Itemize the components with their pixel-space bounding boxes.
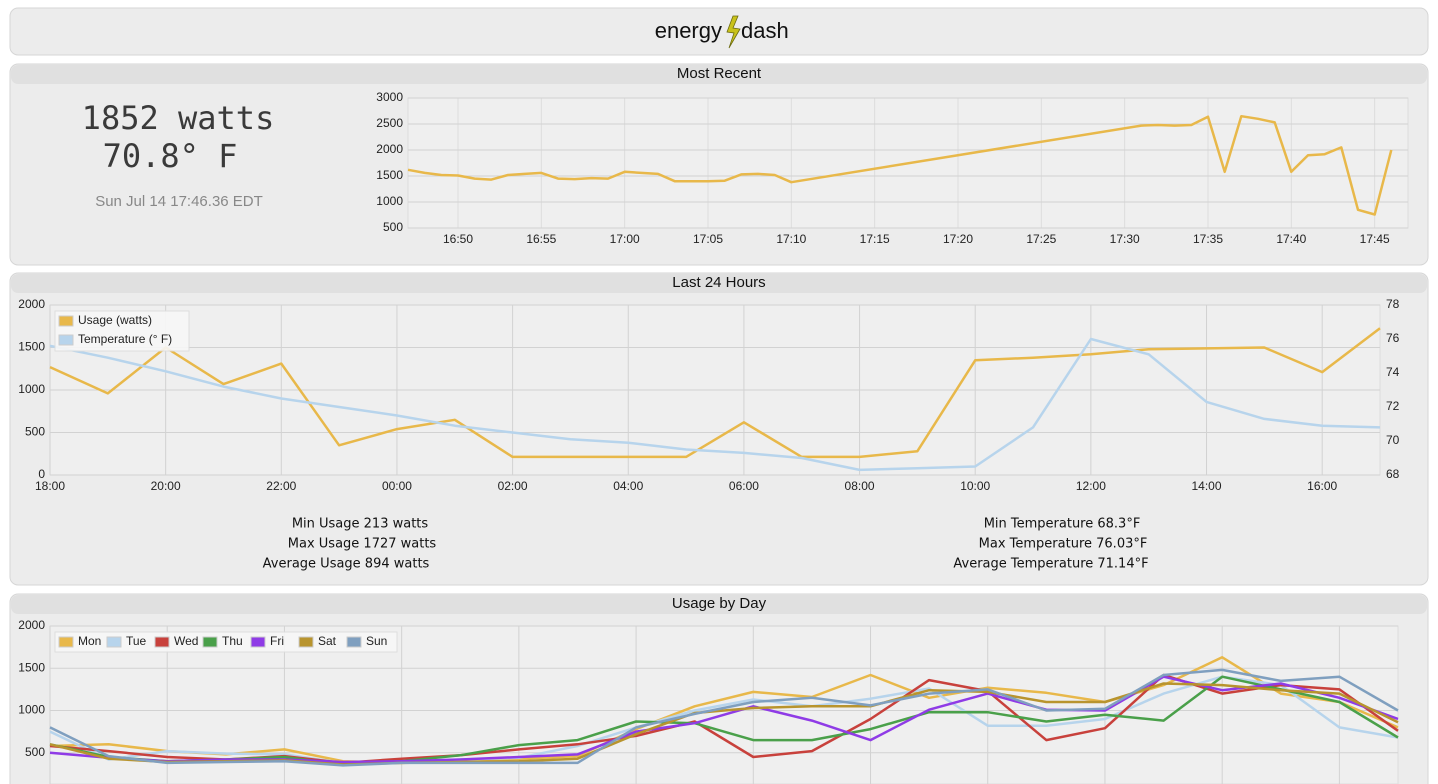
x-tick-label: 17:45: [1360, 232, 1390, 246]
data-line: [49, 675, 1399, 765]
brand-bolt: [726, 15, 741, 49]
stat: Max Temperature 76.03°F: [979, 537, 1148, 552]
legend-label: Thu: [222, 634, 243, 648]
y-tick-label: 2000: [376, 142, 403, 156]
panel-title: Usage by Day: [672, 595, 767, 612]
y-tick-label: 1000: [376, 194, 403, 208]
stat: Average Usage 894 watts: [263, 557, 430, 572]
legend-swatch: [202, 636, 218, 648]
x-tick-label: 17:40: [1276, 232, 1306, 246]
x-tick-label: 02:00: [498, 479, 528, 493]
stat: Max Usage 1727 watts: [288, 537, 437, 552]
timestamp: Sun Jul 14 17:46.36 EDT: [95, 193, 263, 210]
y-tick-label: 3000: [376, 90, 403, 104]
legend-label: Usage (watts): [78, 313, 152, 327]
data-line: [49, 668, 1399, 767]
x-tick-label: 16:55: [526, 232, 556, 246]
y-tick-label: 2000: [18, 618, 45, 632]
data-line: [49, 675, 1399, 766]
legend-label: Fri: [270, 634, 284, 648]
legend-swatch: [106, 636, 122, 648]
brand-left: energy: [655, 18, 722, 43]
data-line: [407, 114, 1393, 216]
legend-swatch: [58, 636, 74, 648]
panel-header: [11, 595, 1427, 614]
legend-swatch: [250, 636, 266, 648]
y-tick-label: 500: [383, 220, 403, 234]
x-tick-label: 04:00: [613, 479, 643, 493]
legend-label: Wed: [174, 634, 198, 648]
legend-swatch: [346, 636, 362, 648]
y2-tick-label: 78: [1386, 297, 1400, 311]
y-tick-label: 1500: [376, 168, 403, 182]
y2-tick-label: 68: [1386, 467, 1400, 481]
current-power: 1852 watts: [82, 99, 275, 137]
x-tick-label: 17:15: [860, 232, 890, 246]
panel-header: [11, 274, 1427, 293]
y-tick-label: 1000: [18, 703, 45, 717]
x-tick-label: 00:00: [382, 479, 412, 493]
x-tick-label: 17:05: [693, 232, 723, 246]
y-tick-label: 2500: [376, 116, 403, 130]
stat: Average Temperature 71.14°F: [953, 557, 1148, 572]
y2-tick-label: 70: [1386, 433, 1400, 447]
legend-swatch: [298, 636, 314, 648]
stat: Min Temperature 68.3°F: [984, 517, 1141, 532]
x-tick-label: 17:30: [1110, 232, 1140, 246]
x-tick-label: 17:10: [776, 232, 806, 246]
legend-label: Temperature (° F): [78, 332, 172, 346]
x-tick-label: 17:25: [1026, 232, 1056, 246]
brand-right: dash: [741, 18, 789, 43]
legend-label: Tue: [126, 634, 147, 648]
legend-label: Sun: [366, 634, 387, 648]
x-tick-label: 06:00: [729, 479, 759, 493]
stat: Min Usage 213 watts: [292, 517, 429, 532]
legend-label: Mon: [78, 634, 101, 648]
legend-box: [54, 310, 190, 352]
y-tick-label: 1500: [18, 340, 45, 354]
x-tick-label: 22:00: [266, 479, 296, 493]
y2-tick-label: 72: [1386, 399, 1400, 413]
y-tick-label: 500: [25, 425, 45, 439]
x-tick-label: 14:00: [1192, 479, 1222, 493]
y-tick-label: 1000: [18, 382, 45, 396]
panel-title: Most Recent: [677, 65, 762, 82]
x-tick-label: 12:00: [1076, 479, 1106, 493]
x-tick-label: 20:00: [151, 479, 181, 493]
data-line: [49, 327, 1381, 459]
x-tick-label: 17:20: [943, 232, 973, 246]
x-tick-label: 17:00: [610, 232, 640, 246]
y2-tick-label: 76: [1386, 331, 1400, 345]
panel-title: Last 24 Hours: [672, 274, 765, 291]
y-tick-label: 1500: [18, 660, 45, 674]
x-tick-label: 16:00: [1307, 479, 1337, 493]
data-line: [49, 656, 1399, 765]
y-tick-label: 500: [25, 745, 45, 759]
legend-swatch: [58, 315, 74, 327]
legend-label: Sat: [318, 634, 337, 648]
x-tick-label: 17:35: [1193, 232, 1223, 246]
legend-swatch: [154, 636, 170, 648]
x-tick-label: 10:00: [960, 479, 990, 493]
current-temperature: 70.8° F: [103, 137, 238, 175]
y-tick-label: 0: [38, 467, 45, 481]
x-tick-label: 16:50: [443, 232, 473, 246]
panel-header: [11, 65, 1427, 84]
y2-tick-label: 74: [1386, 365, 1400, 379]
header-panel: [9, 7, 1429, 56]
x-tick-label: 18:00: [35, 479, 65, 493]
x-tick-label: 08:00: [845, 479, 875, 493]
y-tick-label: 2000: [18, 297, 45, 311]
data-line: [49, 337, 1381, 472]
legend-swatch: [58, 334, 74, 346]
